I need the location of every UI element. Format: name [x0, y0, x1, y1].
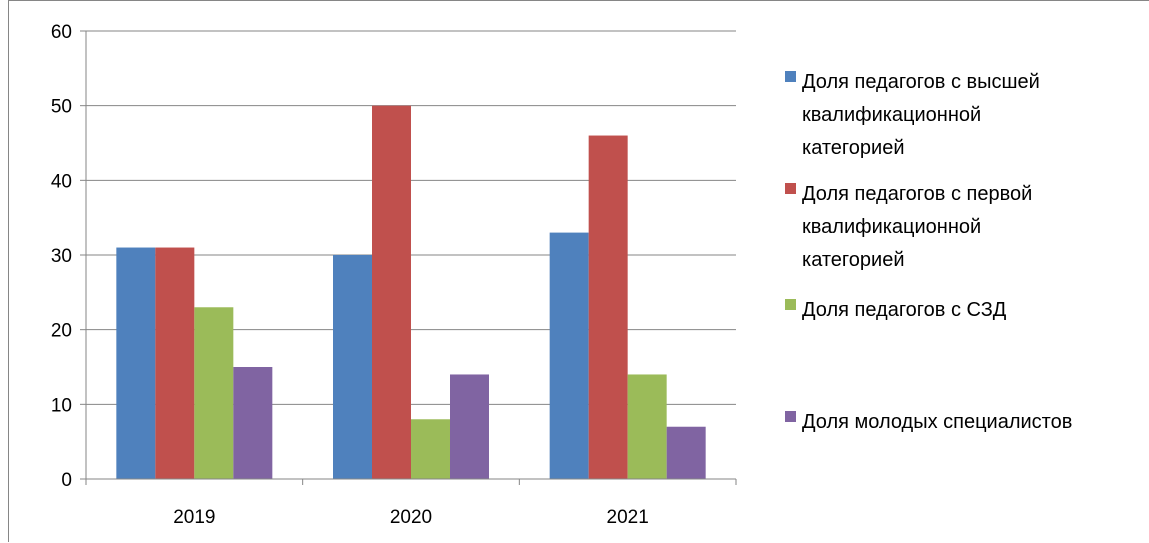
- bars: [116, 105, 706, 480]
- bar-2019-series-4: [233, 367, 273, 479]
- bar-2020-series-1: [333, 255, 372, 479]
- bar-2021-series-2: [588, 135, 628, 480]
- legend-label: квалификационной: [802, 104, 981, 126]
- bar-2021-series-3: [627, 374, 667, 479]
- legend-swatch: [785, 71, 796, 82]
- bar-2020-series-2: [372, 105, 411, 480]
- x-axis-tick-labels: 2019 2020 2021: [173, 507, 649, 528]
- bar-2021-series-4: [666, 426, 706, 479]
- legend-label: Доля педагогов с первой: [802, 183, 1032, 205]
- x-tick-label: 2019: [173, 507, 215, 528]
- chart-frame: 0 10 20 30 40 50 60 2019 2020 2021 Доля педагого…: [8, 0, 1149, 542]
- y-tick-label: 30: [51, 246, 72, 267]
- x-tick-label: 2021: [607, 507, 649, 528]
- legend-label: квалификационной: [802, 216, 981, 238]
- y-tick-label: 50: [51, 97, 72, 118]
- bar-2019-series-3: [194, 307, 234, 479]
- axes: [80, 30, 737, 485]
- y-axis-tick-labels: 0 10 20 30 40 50 60: [51, 22, 72, 491]
- legend-label: Доля молодых специалистов: [802, 411, 1072, 433]
- bar-2019-series-2: [155, 247, 195, 479]
- legend: Доля педагогов с высшей квалификационной к…: [785, 71, 1072, 433]
- legend-label: Доля педагогов с СЗД: [802, 299, 1007, 321]
- legend-entry: Доля педагогов с СЗД: [785, 299, 1007, 321]
- bar-2021-series-1: [549, 232, 589, 479]
- legend-swatch: [785, 299, 796, 310]
- bar-2019-series-1: [116, 247, 156, 479]
- legend-swatch: [785, 183, 796, 194]
- x-tick-label: 2020: [390, 507, 432, 528]
- legend-swatch: [785, 411, 796, 422]
- legend-label: Доля педагогов с высшей: [802, 71, 1040, 93]
- y-tick-label: 0: [61, 470, 72, 491]
- legend-label: категорией: [802, 137, 905, 159]
- legend-entry: Доля педагогов с первой квалификационной к…: [785, 183, 1032, 271]
- y-tick-label: 60: [51, 22, 72, 43]
- bar-2020-series-4: [450, 374, 489, 479]
- legend-entry: Доля педагогов с высшей квалификационной к…: [785, 71, 1040, 159]
- y-tick-label: 40: [51, 171, 72, 192]
- legend-label: категорией: [802, 249, 905, 271]
- legend-entry: Доля молодых специалистов: [785, 411, 1072, 433]
- y-tick-label: 20: [51, 321, 72, 342]
- y-tick-label: 10: [51, 395, 72, 416]
- bar-2020-series-3: [411, 419, 450, 479]
- bar-chart: 0 10 20 30 40 50 60 2019 2020 2021 Доля педагого…: [51, 22, 1073, 528]
